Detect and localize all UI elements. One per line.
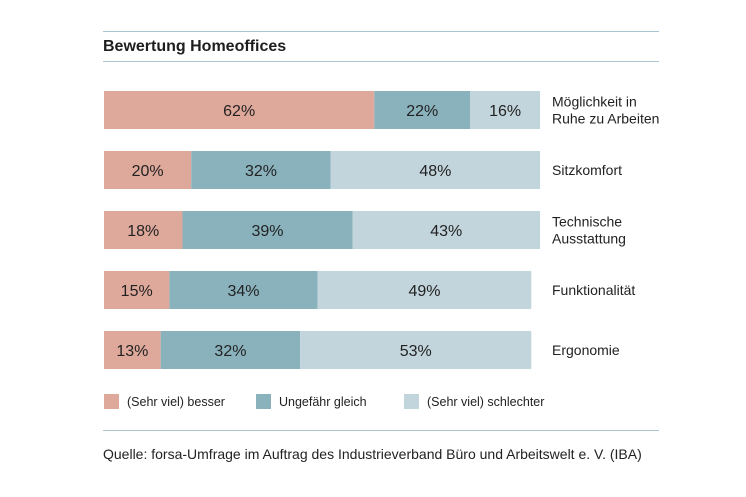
data-label-schlechter-2: 43% (430, 223, 462, 240)
data-label-schlechter-3: 49% (408, 283, 440, 300)
category-label-1: Sitzkomfort (552, 162, 622, 178)
data-label-schlechter-4: 53% (400, 343, 432, 360)
data-label-schlechter-0: 16% (489, 103, 521, 120)
bar-segment-besser-2 (104, 211, 183, 249)
title-underline (103, 61, 659, 62)
bar-segment-besser-4 (104, 331, 161, 369)
source-note: Quelle: forsa-Umfrage im Auftrag des Ind… (103, 446, 642, 462)
data-label-besser-3: 15% (121, 283, 153, 300)
data-label-besser-0: 62% (223, 103, 255, 120)
category-label-0: Möglichkeit in Ruhe zu Arbeiten (552, 94, 659, 127)
bar-segment-besser-1 (104, 151, 192, 189)
data-label-besser-2: 18% (127, 223, 159, 240)
legend-swatch-schlechter (404, 394, 419, 409)
bar-segment-schlechter-0 (470, 91, 540, 129)
data-label-gleich-4: 32% (214, 343, 246, 360)
data-label-gleich-3: 34% (228, 283, 260, 300)
category-label-2: Technische Ausstattung (552, 214, 626, 247)
bar-segment-schlechter-3 (317, 271, 532, 309)
bar-segment-gleich-4 (160, 331, 301, 369)
chart-title: Bewertung Homeoffices (103, 38, 287, 55)
category-label-3: Funktionalität (552, 282, 635, 298)
data-label-besser-1: 20% (132, 163, 164, 180)
data-label-besser-4: 13% (116, 343, 148, 360)
data-label-schlechter-1: 48% (419, 163, 451, 180)
bar-segment-gleich-3 (169, 271, 318, 309)
legend-label-schlechter: (Sehr viel) schlechter (427, 395, 544, 409)
bar-segment-schlechter-4 (300, 331, 532, 369)
data-label-gleich-2: 39% (251, 223, 283, 240)
category-label-4: Ergonomie (552, 342, 620, 358)
top-rule (103, 31, 659, 32)
legend-label-gleich: Ungefähr gleich (279, 395, 367, 409)
bar-segment-gleich-0 (374, 91, 471, 129)
data-label-gleich-0: 22% (406, 103, 438, 120)
legend-label-besser: (Sehr viel) besser (127, 395, 225, 409)
bar-segment-schlechter-1 (330, 151, 540, 189)
data-label-gleich-1: 32% (245, 163, 277, 180)
bar-segment-besser-3 (104, 271, 170, 309)
legend-swatch-besser (104, 394, 119, 409)
bar-segment-gleich-2 (182, 211, 353, 249)
bar-segment-gleich-1 (191, 151, 331, 189)
legend-swatch-gleich (256, 394, 271, 409)
bottom-rule (103, 430, 659, 431)
bar-segment-schlechter-2 (352, 211, 540, 249)
bar-segment-besser-0 (104, 91, 375, 129)
